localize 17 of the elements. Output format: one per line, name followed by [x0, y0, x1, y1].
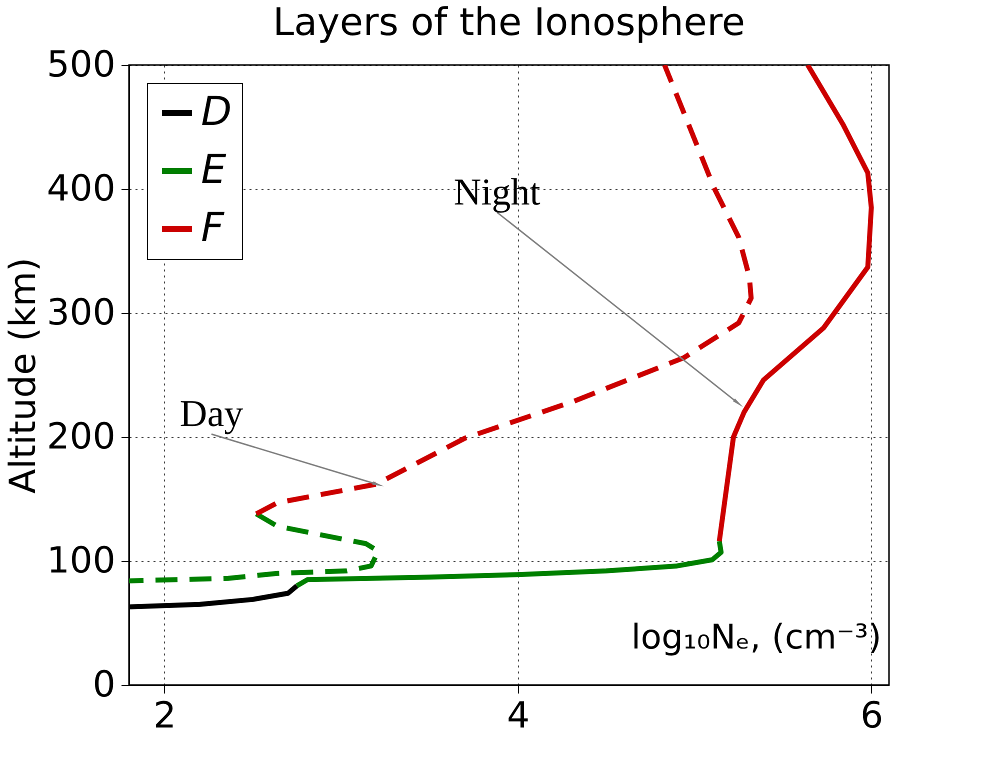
y-tick-label: 400	[46, 168, 116, 210]
y-tick-label: 300	[46, 292, 116, 334]
legend-label: D	[201, 89, 232, 135]
x-axis-title: log₁₀Nₑ, (cm⁻³)	[631, 618, 882, 658]
x-tick-label: 6	[860, 696, 884, 736]
x-tick-label: 4	[506, 696, 530, 736]
y-tick-label: 200	[46, 416, 116, 458]
legend-label: E	[201, 147, 227, 193]
y-axis-title: Altitude (km)	[2, 257, 44, 494]
annotation: Day	[180, 393, 244, 436]
legend-label: F	[201, 205, 225, 251]
y-tick-label: 100	[46, 540, 116, 582]
y-tick-label: 500	[46, 44, 116, 86]
annotation: Night	[454, 171, 541, 214]
chart-title: Layers of the Ionosphere	[272, 0, 746, 44]
x-tick-label: 2	[153, 696, 176, 736]
y-tick-label: 0	[92, 664, 116, 706]
